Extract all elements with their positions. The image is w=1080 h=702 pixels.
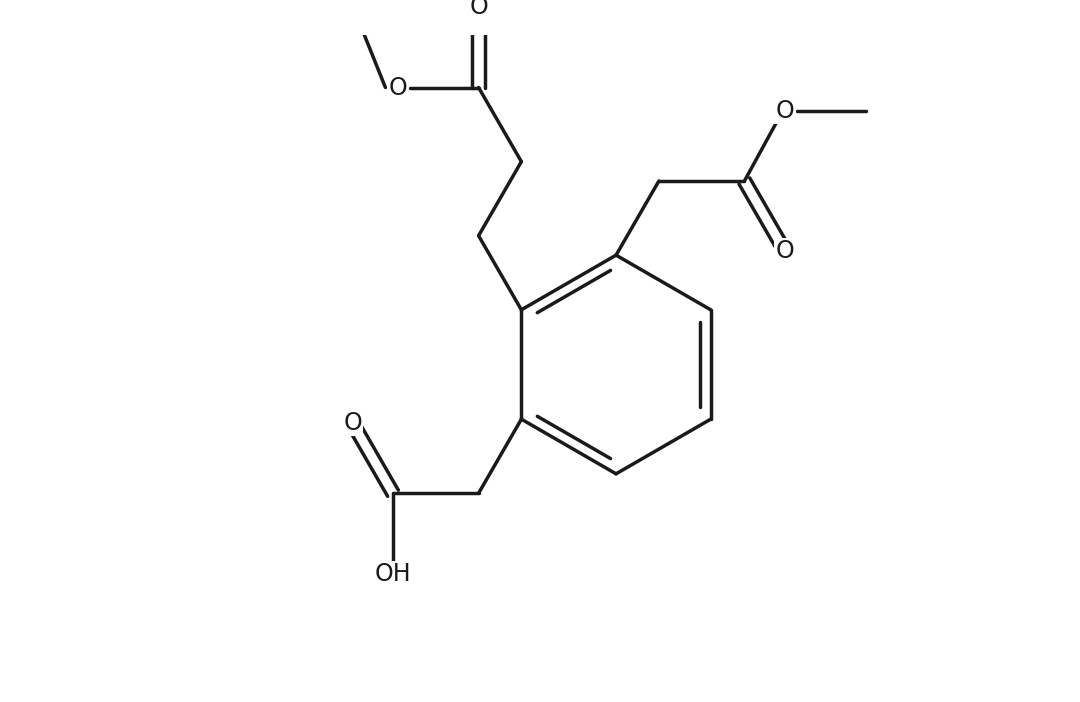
Text: O: O xyxy=(469,0,488,19)
Text: O: O xyxy=(775,99,794,123)
Text: O: O xyxy=(775,239,794,263)
Text: OH: OH xyxy=(375,562,411,586)
Text: O: O xyxy=(343,411,362,435)
Text: O: O xyxy=(389,76,407,100)
